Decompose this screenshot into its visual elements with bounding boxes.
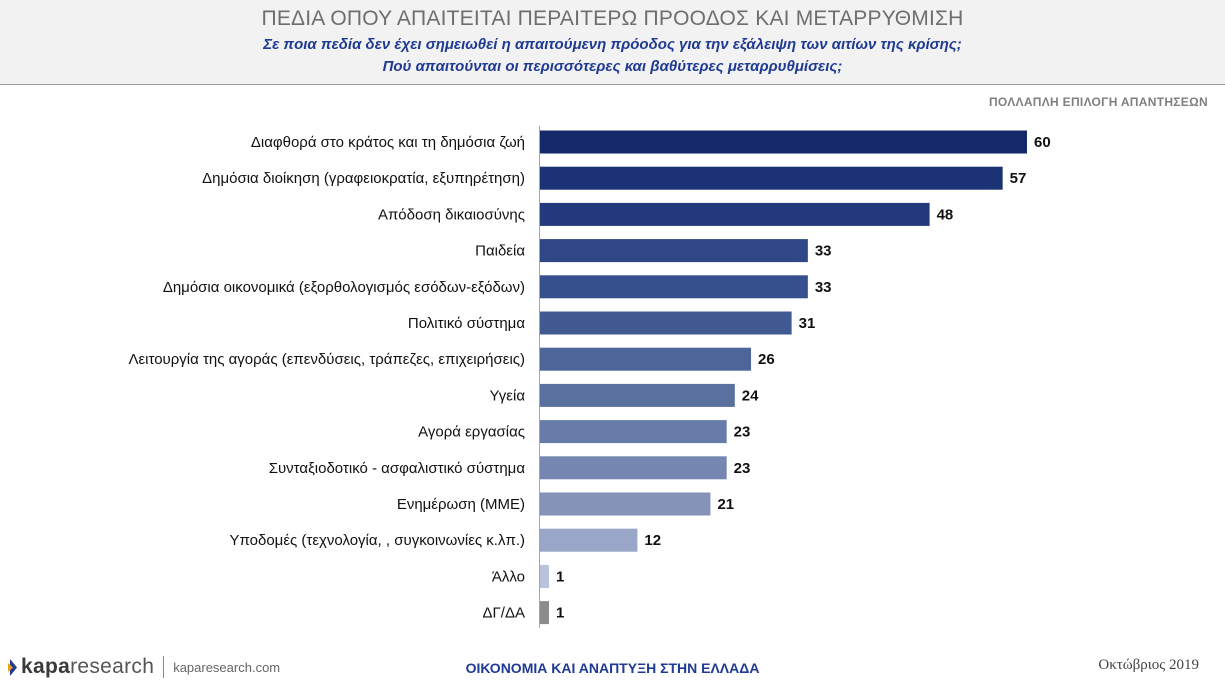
multiple-choice-note: ΠΟΛΛΑΠΛΗ ΕΠΙΛΟΓΗ ΑΠΑΝΤΗΣΕΩΝ [988, 95, 1208, 109]
bar [540, 564, 549, 588]
bar [540, 528, 638, 552]
category-label: Αγορά εργασίας [418, 424, 525, 441]
bar [540, 239, 808, 263]
bar [540, 311, 792, 335]
category-label: Δημόσια οικονομικά (εξορθολογισμός εσόδω… [163, 279, 525, 296]
bar [540, 275, 808, 299]
value-label: 48 [937, 206, 954, 223]
value-label: 1 [556, 568, 564, 585]
bar [540, 601, 549, 625]
bar [540, 166, 1003, 190]
bar-chart: Διαφθορά στο κράτος και τη δημόσια ζωή 60… [128, 126, 1051, 628]
value-label: 1 [556, 605, 564, 622]
bar [540, 420, 727, 444]
footer-url: kaparesearch.com [173, 659, 281, 675]
footer-report-title: ΟΙΚΟΝΟΜΙΑ ΚΑΙ ΑΝΑΠΤΥΞΗ ΣΤΗΝ ΕΛΛΑΔΑ [465, 660, 760, 676]
value-label: 31 [799, 315, 816, 332]
logo-light: research [70, 655, 155, 678]
value-label: 12 [644, 532, 661, 549]
category-label: Υποδομές (τεχνολογία, , συγκοινωνίες κ.λ… [230, 532, 526, 549]
category-label: ΔΓ/ΔΑ [483, 605, 525, 622]
bar [540, 202, 930, 226]
category-label: Παιδεία [475, 243, 525, 260]
logo-divider [163, 656, 165, 678]
value-label: 23 [734, 424, 751, 441]
category-label: Δημόσια διοίκηση (γραφειοκρατία, εξυπηρέ… [202, 170, 525, 187]
value-label: 26 [758, 351, 775, 368]
bar [540, 456, 727, 480]
category-label: Διαφθορά στο κράτος και τη δημόσια ζωή [251, 134, 525, 151]
category-label: Ενημέρωση (ΜΜΕ) [397, 496, 525, 513]
logo-bold: kapa [21, 655, 71, 678]
chart-title: ΠΕΔΙΑ ΟΠΟΥ ΑΠΑΙΤΕΙΤΑΙ ΠΕΡΑΙΤΕΡΩ ΠΡΟΟΔΟΣ … [261, 7, 964, 30]
category-label: Πολιτικό σύστημα [408, 315, 525, 332]
value-label: 24 [742, 387, 759, 404]
bar [540, 130, 1027, 154]
bar [540, 347, 752, 371]
value-label: 33 [815, 279, 832, 296]
category-label: Απόδοση δικαιοσύνης [378, 206, 525, 223]
value-label: 23 [734, 460, 751, 477]
category-label: Υγεία [490, 387, 526, 404]
chart-subtitle-line1: Σε ποια πεδία δεν έχει σημειωθεί η απαιτ… [263, 36, 962, 53]
bar [540, 492, 711, 516]
logo-mark-icon [8, 658, 17, 676]
footer-date: Οκτώβριος 2019 [1098, 657, 1199, 673]
bar [540, 383, 735, 407]
value-label: 57 [1010, 170, 1027, 187]
value-label: 21 [717, 496, 734, 513]
value-label: 33 [815, 243, 832, 260]
category-label: Άλλο [492, 568, 525, 585]
header-band: ΠΕΔΙΑ ΟΠΟΥ ΑΠΑΙΤΕΙΤΑΙ ΠΕΡΑΙΤΕΡΩ ΠΡΟΟΔΟΣ … [0, 0, 1225, 85]
value-label: 60 [1034, 134, 1051, 151]
kapa-research-logo: kaparesearch kaparesearch.com [8, 653, 280, 681]
category-label: Λειτουργία της αγοράς (επενδύσεις, τράπε… [128, 351, 525, 368]
category-label: Συνταξιοδοτικό - ασφαλιστικό σύστημα [269, 460, 526, 477]
chart-subtitle-line2: Πού απαιτούνται οι περισσότερες και βαθύ… [382, 58, 843, 75]
